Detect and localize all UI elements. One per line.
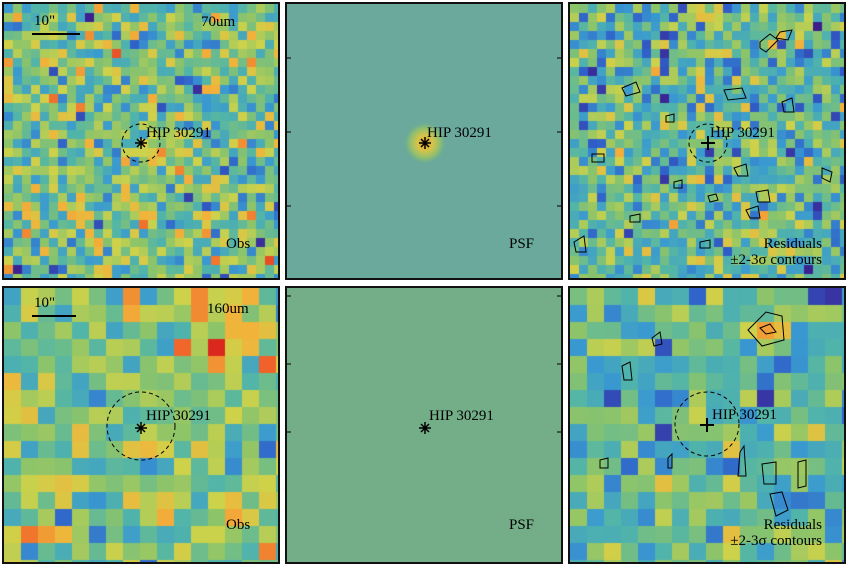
residual-label-line2: ±2-3σ contours bbox=[730, 252, 822, 268]
residual-label-line1: Residuals bbox=[763, 236, 822, 252]
plus-marker-icon bbox=[701, 136, 715, 150]
scale-bar bbox=[32, 33, 80, 35]
band-label: 160um bbox=[207, 301, 249, 317]
panel-70um-psf: HIP 30291 PSF bbox=[285, 2, 563, 280]
plus-marker-icon bbox=[700, 418, 714, 432]
panel-160um-psf: HIP 30291 PSF bbox=[285, 286, 563, 564]
aperture-circle bbox=[106, 391, 176, 461]
overlay-70um-psf bbox=[287, 57, 561, 207]
residual-label-line1: Residuals bbox=[763, 517, 822, 533]
contour-lines bbox=[573, 29, 833, 253]
panel-label-obs: Obs bbox=[226, 236, 251, 252]
star-marker-icon bbox=[135, 422, 147, 434]
contours-70um bbox=[573, 29, 833, 253]
target-label: HIP 30291 bbox=[712, 407, 777, 423]
axis-ticks bbox=[287, 57, 561, 207]
panel-70um-residual: HIP 30291 Residuals ±2-3σ contours bbox=[568, 2, 846, 280]
aperture-circle bbox=[121, 123, 161, 163]
target-label: HIP 30291 bbox=[146, 125, 211, 141]
aperture-circle bbox=[688, 123, 728, 163]
panel-label-obs: Obs bbox=[226, 517, 251, 533]
overlay-160um-obs bbox=[106, 391, 176, 461]
contour-lines bbox=[599, 311, 807, 517]
axis-ticks bbox=[287, 295, 561, 433]
scale-label: 10" bbox=[34, 295, 56, 311]
target-label: HIP 30291 bbox=[710, 125, 775, 141]
panel-160um-residual: HIP 30291 Residuals ±2-3σ contours bbox=[568, 286, 846, 564]
overlay-70um-obs bbox=[121, 123, 161, 163]
scale-bar bbox=[32, 315, 76, 317]
scale-label: 10" bbox=[34, 13, 56, 29]
panel-label-psf: PSF bbox=[509, 517, 535, 533]
overlay-160um-psf bbox=[287, 295, 561, 434]
aperture-circle bbox=[674, 391, 740, 457]
star-marker-icon bbox=[419, 422, 431, 434]
target-label: HIP 30291 bbox=[427, 125, 492, 141]
panel-70um-obs: 10" 70um HIP 30291 Obs bbox=[2, 2, 280, 280]
residual-label-line2: ±2-3σ contours bbox=[730, 533, 822, 549]
star-marker-icon bbox=[419, 137, 431, 149]
target-label: HIP 30291 bbox=[146, 408, 211, 424]
band-label: 70um bbox=[201, 14, 236, 30]
contours-160um bbox=[599, 311, 807, 517]
target-label: HIP 30291 bbox=[429, 408, 494, 424]
panel-label-psf: PSF bbox=[509, 236, 535, 252]
star-marker-icon bbox=[135, 137, 147, 149]
psf-image-160um bbox=[287, 288, 561, 562]
panel-160um-obs: 10" 160um HIP 30291 Obs bbox=[2, 286, 280, 564]
